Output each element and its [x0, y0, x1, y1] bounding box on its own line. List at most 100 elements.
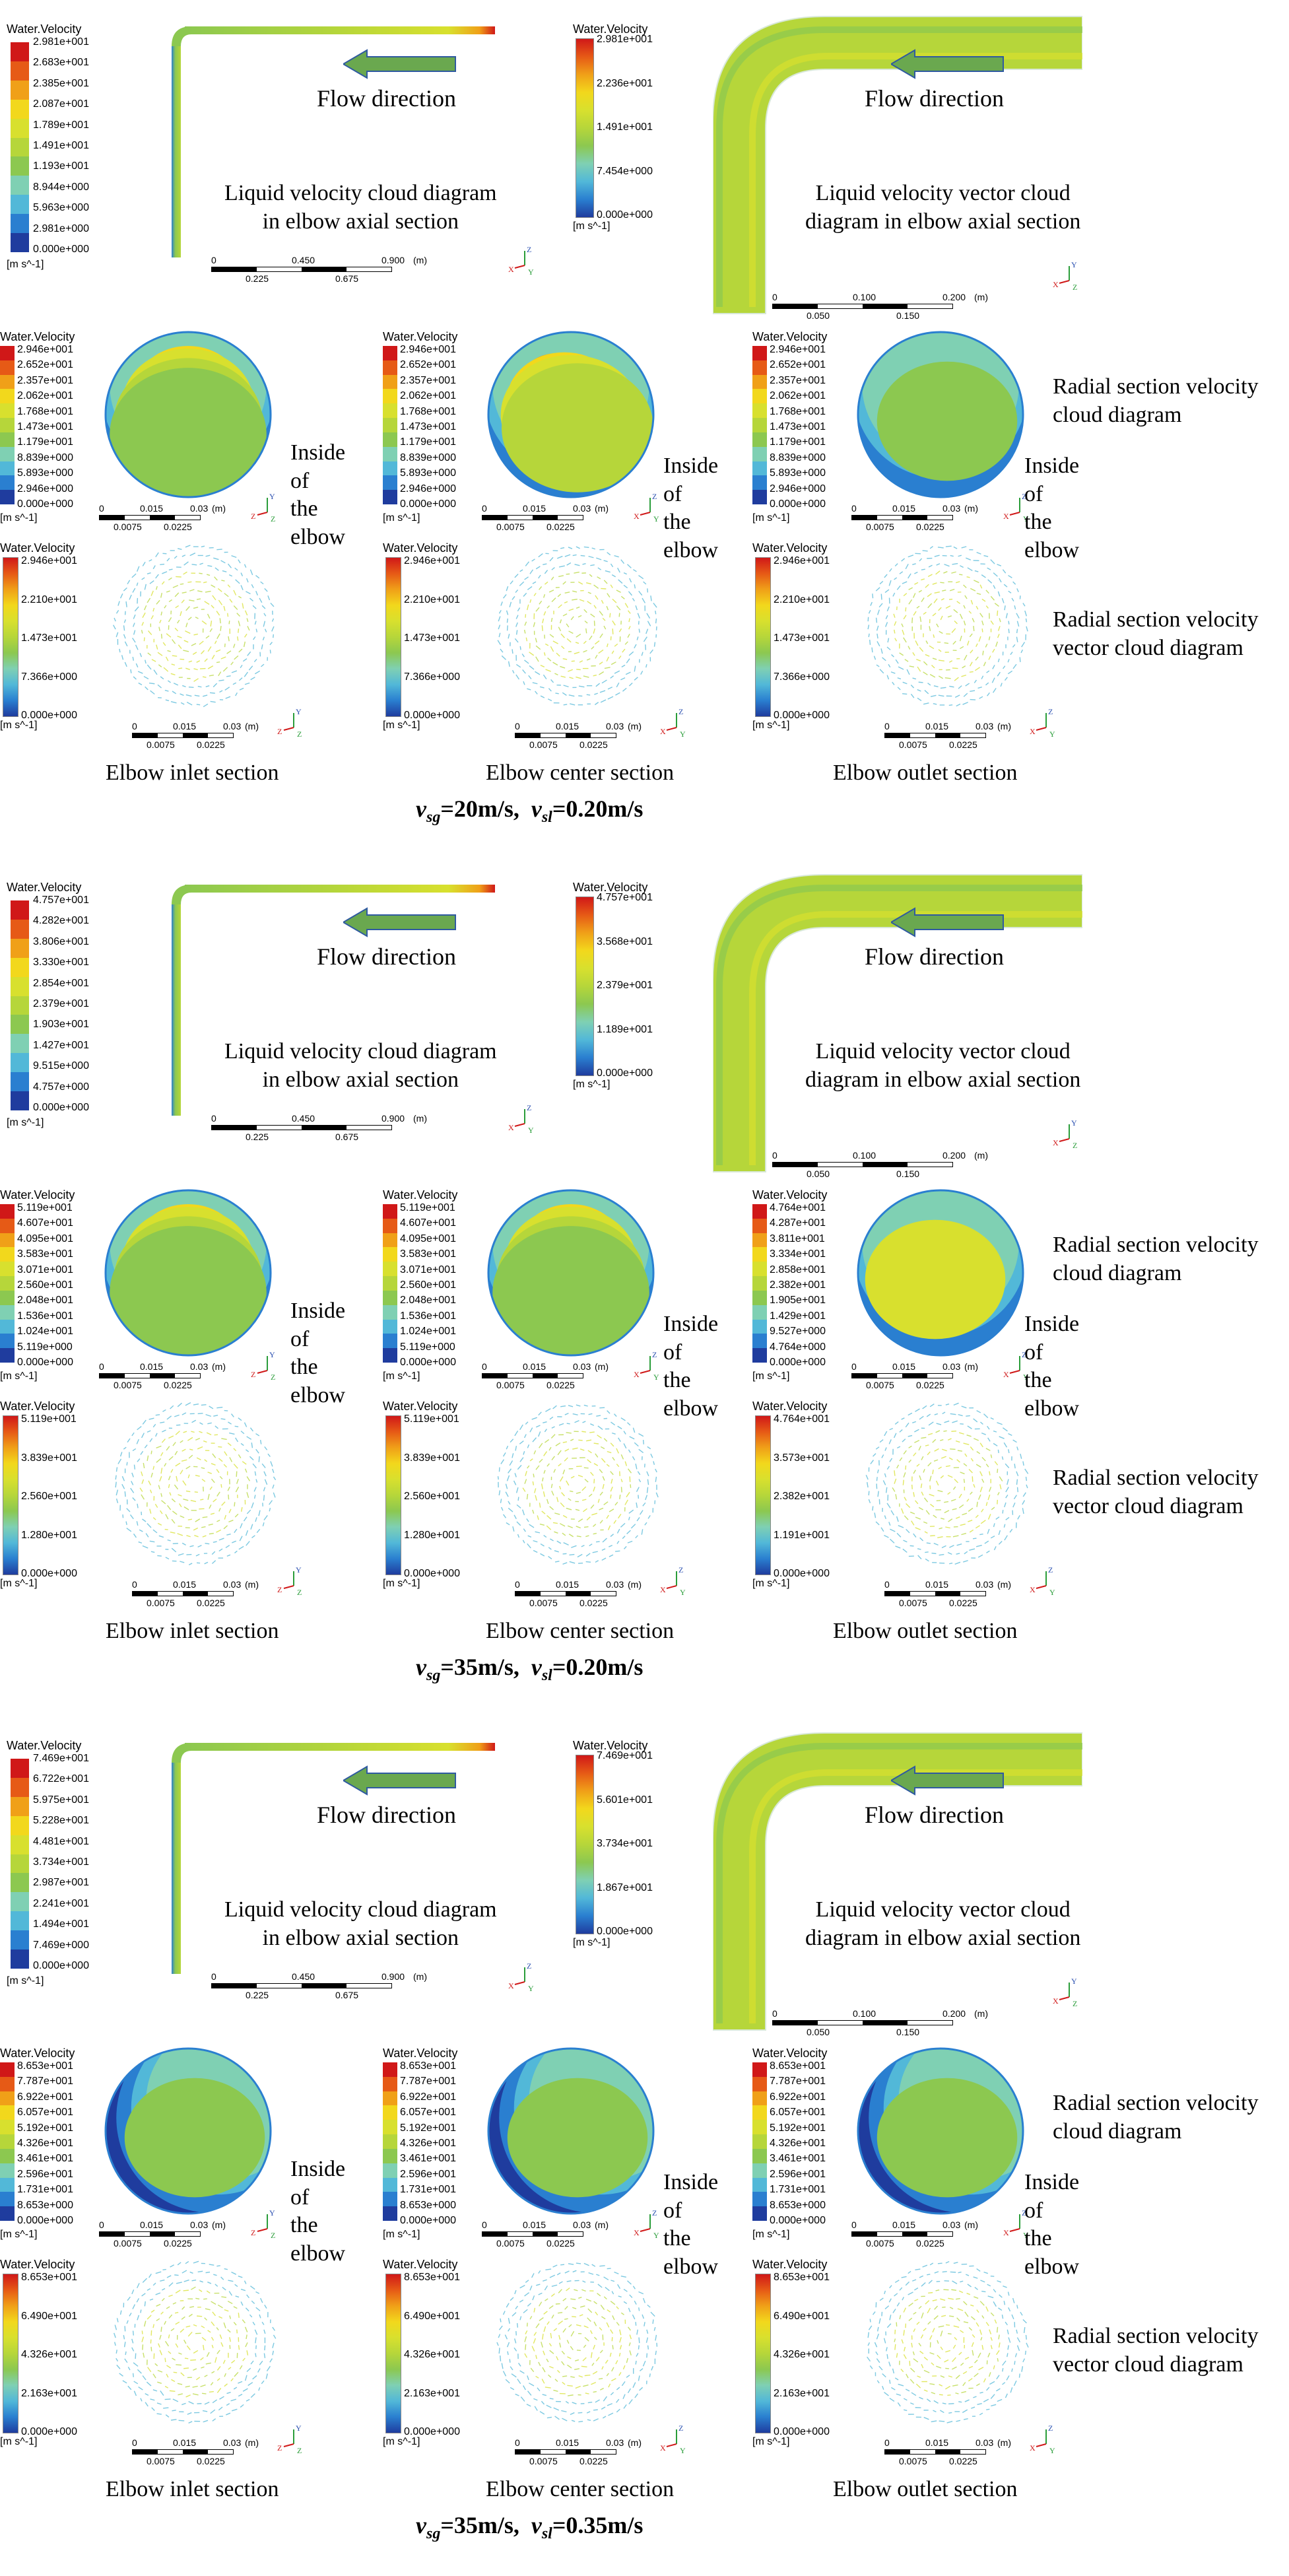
vector-arrow: [968, 611, 972, 614]
section-outlet: Water.Velocity 2.946e+001 2.652e+001 2.357e…: [752, 330, 1122, 532]
vector-arrow: [548, 590, 554, 593]
vector-arrow: [939, 2384, 943, 2387]
vector-arrow: [908, 646, 911, 650]
vector-arrow: [621, 664, 626, 667]
scale-label: 0.225: [246, 1990, 269, 2000]
scale-label: (m): [413, 1113, 427, 1124]
vector-arrow: [873, 1453, 876, 1457]
vector-arrow: [219, 1475, 223, 1479]
legend-labels: 4.757e+001 4.282e+001 3.806e+001 3.330e+001…: [33, 895, 106, 1113]
vector-arrow: [219, 2334, 222, 2340]
vector-arrow: [896, 2353, 898, 2358]
triad-label-depth: Y: [680, 2446, 686, 2455]
vector-arrow: [972, 618, 975, 623]
vector-section-inlet: Water.Velocity 2.946e+001 2.210e+001 1.473e…: [0, 541, 370, 753]
vector-arrow: [192, 652, 197, 655]
vector-arrow: [975, 1464, 981, 1468]
vector-arrow: [891, 2387, 896, 2390]
legend-unit: [m s^-1]: [7, 1117, 44, 1128]
legend-value: 0.000e+000: [597, 1068, 653, 1079]
vector-arrow: [189, 1448, 193, 1451]
vector-arrow: [954, 1561, 961, 1565]
vector-arrow: [625, 671, 631, 675]
vector-arrow: [245, 2342, 248, 2348]
vector-arrow: [498, 2334, 501, 2338]
vector-arrow: [628, 591, 633, 596]
vector-arrow: [1002, 2382, 1006, 2385]
vector-arrow: [600, 1446, 605, 1450]
legend-value: 8.653e+000: [17, 2199, 73, 2211]
axial-vector-caption: Liquid velocity vector cloud diagram in …: [805, 180, 1080, 236]
legend-swatch: [383, 1305, 397, 1320]
vector-arrow: [888, 580, 892, 586]
scale-label: (m): [245, 1579, 259, 1590]
legend-unit: [m s^-1]: [383, 2436, 420, 2447]
vector-arrow: [908, 599, 913, 605]
scale-label: 0.015: [925, 1579, 949, 1590]
vector-arrow: [550, 2293, 555, 2297]
vector-arrow: [601, 1458, 606, 1463]
vector-arrow: [964, 1551, 968, 1555]
vector-arrow: [617, 1425, 622, 1429]
vector-arrow: [955, 1516, 960, 1519]
vector-arrow: [231, 670, 238, 673]
vector-arrow: [555, 2303, 560, 2305]
vector-arrow: [618, 613, 620, 617]
vector-arrow: [645, 1495, 648, 1501]
scale-label: 0.015: [556, 1579, 579, 1590]
vector-arrow: [538, 1431, 541, 1437]
vector-arrow: [616, 605, 621, 611]
vsl-subscript: sl: [541, 809, 552, 827]
vector-arrow: [149, 683, 155, 685]
axial-scale-bar: 0 0.450 0.900 (m) 0.225 0.675: [211, 1113, 436, 1146]
vector-arrow: [517, 2379, 521, 2385]
vector-arrow: [567, 2356, 572, 2359]
vector-arrow: [953, 2262, 958, 2264]
vector-arrow: [258, 2387, 261, 2391]
vector-arrow: [867, 625, 870, 630]
vector-arrow: [585, 2298, 592, 2302]
triad-label-depth: Z: [271, 1373, 275, 1382]
word: the: [663, 2226, 691, 2251]
vector-arrow: [559, 1523, 566, 1527]
vector-arrow: [933, 1542, 939, 1546]
vector-arrow: [880, 1527, 884, 1532]
legend-colorbar: [385, 1415, 401, 1575]
triad-svg: YX Z: [1053, 1977, 1077, 2008]
vector-arrow: [878, 603, 883, 608]
legend-value: 2.163e+001: [404, 2387, 460, 2399]
vector-arrow: [581, 1486, 587, 1491]
vector-arrow: [529, 2315, 533, 2320]
vector-arrow: [558, 2289, 562, 2293]
vector-arrow: [1023, 2326, 1026, 2334]
legend-swatch: [383, 1290, 397, 1306]
triad-label-depth: Y: [1023, 1373, 1029, 1382]
vector-arrow: [560, 2264, 565, 2266]
vector-arrow: [589, 574, 593, 577]
vector-arrow: [923, 661, 928, 666]
vector-arrow: [141, 622, 145, 626]
legend-value: 0.000e+000: [770, 2215, 826, 2226]
vector-arrow: [987, 1528, 990, 1534]
vector-arrow: [216, 661, 220, 663]
vector-arrow: [952, 2384, 958, 2387]
vector-field: [497, 546, 657, 706]
vector-arrow: [958, 1504, 964, 1508]
vector-arrow: [964, 2311, 969, 2317]
vector-arrow: [141, 630, 143, 634]
vector-arrow: [550, 679, 554, 683]
vector-arrow: [262, 636, 265, 641]
vector-arrow: [985, 1464, 989, 1468]
vector-arrow: [137, 1426, 142, 1431]
radial-contour: [104, 2047, 272, 2215]
vector-arrow: [149, 1438, 153, 1442]
vector-arrow: [228, 2367, 232, 2370]
axial-legend: Water.Velocity 7.469e+001 6.722e+001 5.975…: [7, 1739, 106, 1990]
vector-arrow: [611, 650, 614, 654]
vector-arrow: [236, 1479, 239, 1484]
scale-line: [482, 1373, 583, 1378]
legend-value: 1.905e+001: [770, 1295, 826, 1306]
vector-arrow: [160, 676, 164, 680]
vector-arrow: [172, 585, 179, 588]
scale-line: [99, 1373, 201, 1378]
